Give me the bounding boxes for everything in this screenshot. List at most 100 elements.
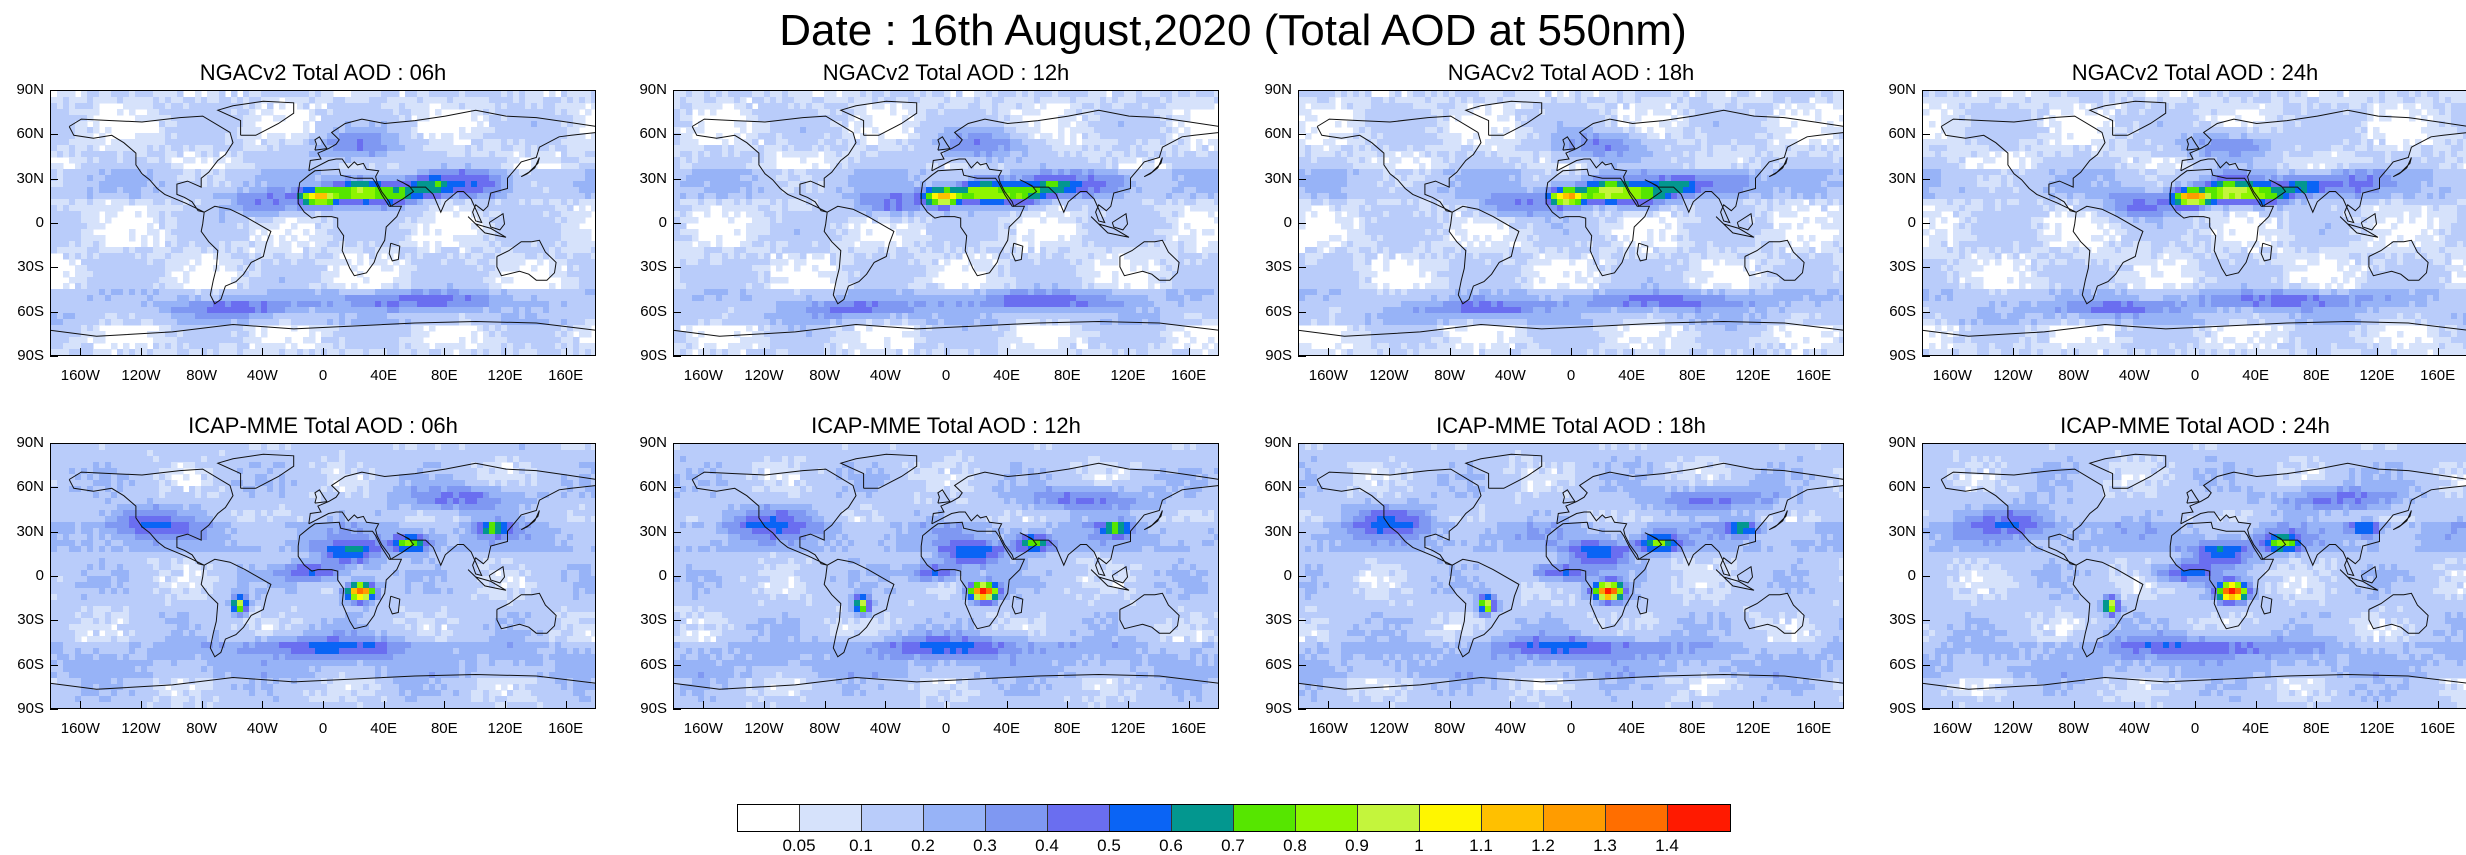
lon-label: 120W	[1359, 368, 1419, 384]
colorbar-label: 0.2	[898, 837, 948, 855]
lon-tick	[1692, 701, 1693, 709]
lon-label: 40E	[977, 368, 1037, 384]
lat-label: 60N	[4, 479, 44, 495]
lat-label: 0	[1252, 215, 1292, 231]
lat-tick	[673, 179, 681, 180]
lat-label: 90N	[1252, 82, 1292, 98]
lon-label: 80W	[795, 368, 855, 384]
lon-label: 80E	[1037, 721, 1097, 737]
lat-label: 90S	[4, 348, 44, 364]
aod-map	[1922, 90, 2466, 356]
lon-tick	[1128, 348, 1129, 356]
lon-label: 0	[916, 721, 976, 737]
lon-tick	[1632, 348, 1633, 356]
lat-label: 90N	[1876, 435, 1916, 451]
lon-tick	[1328, 348, 1329, 356]
lat-tick	[1298, 267, 1306, 268]
lat-tick	[1298, 709, 1306, 710]
lon-label: 160W	[1298, 721, 1358, 737]
lon-label: 120E	[1723, 721, 1783, 737]
colorbar-swatch	[924, 805, 986, 831]
lon-tick	[2013, 348, 2014, 356]
lon-tick	[1128, 701, 1129, 709]
lat-tick	[1922, 312, 1930, 313]
lon-tick	[1814, 701, 1815, 709]
lat-tick	[673, 665, 681, 666]
lat-label: 90S	[4, 701, 44, 717]
lon-label: 40W	[232, 721, 292, 737]
lon-label: 120W	[734, 721, 794, 737]
lon-tick	[946, 701, 947, 709]
lat-label: 30S	[4, 612, 44, 628]
lon-tick	[384, 348, 385, 356]
lat-tick	[1298, 312, 1306, 313]
aod-map	[50, 443, 596, 709]
lon-tick	[1067, 701, 1068, 709]
lat-label: 90S	[627, 701, 667, 717]
lon-label: 160W	[673, 721, 733, 737]
colorbar-label: 0.8	[1270, 837, 1320, 855]
lat-label: 0	[627, 568, 667, 584]
lat-tick	[1922, 267, 1930, 268]
colorbar-label: 0.9	[1332, 837, 1382, 855]
lon-label: 120W	[1359, 721, 1419, 737]
lon-tick	[566, 701, 567, 709]
lon-tick	[1389, 348, 1390, 356]
lon-tick	[444, 701, 445, 709]
colorbar-swatch	[800, 805, 862, 831]
lat-label: 90N	[4, 82, 44, 98]
lat-tick	[50, 312, 58, 313]
aod-field	[1299, 91, 1844, 356]
lon-label: 120W	[1983, 368, 2043, 384]
lat-tick	[1298, 576, 1306, 577]
aod-map	[673, 443, 1219, 709]
lon-label: 120W	[1983, 721, 2043, 737]
lat-tick	[50, 443, 58, 444]
colorbar-swatch	[1420, 805, 1482, 831]
lat-tick	[50, 620, 58, 621]
lon-tick	[444, 348, 445, 356]
colorbar-swatch	[1172, 805, 1234, 831]
colorbar-swatch	[1048, 805, 1110, 831]
lat-tick	[673, 223, 681, 224]
lat-label: 60S	[627, 304, 667, 320]
lon-tick	[1189, 348, 1190, 356]
lon-label: 160E	[1159, 721, 1219, 737]
lon-tick	[2377, 348, 2378, 356]
lon-label: 120W	[111, 721, 171, 737]
colorbar-swatch	[862, 805, 924, 831]
lon-tick	[825, 701, 826, 709]
lat-tick	[673, 134, 681, 135]
panel-title: ICAP-MME Total AOD : 18h	[1298, 413, 1844, 439]
lat-label: 60S	[4, 304, 44, 320]
lon-label: 120W	[111, 368, 171, 384]
lat-label: 60N	[1252, 126, 1292, 142]
lon-tick	[141, 701, 142, 709]
colorbar-swatch	[738, 805, 800, 831]
lat-tick	[1298, 487, 1306, 488]
lat-tick	[50, 179, 58, 180]
lon-tick	[1007, 348, 1008, 356]
lon-tick	[2134, 348, 2135, 356]
colorbar-swatch	[1544, 805, 1606, 831]
lon-label: 80W	[2044, 721, 2104, 737]
lon-label: 80W	[1420, 721, 1480, 737]
lon-label: 0	[916, 368, 976, 384]
lon-tick	[1328, 701, 1329, 709]
aod-map	[673, 90, 1219, 356]
lon-label: 160E	[1784, 721, 1844, 737]
lat-label: 60S	[1252, 657, 1292, 673]
lon-label: 40E	[977, 721, 1037, 737]
lat-tick	[1922, 223, 1930, 224]
lat-tick	[1922, 90, 1930, 91]
lat-tick	[50, 665, 58, 666]
lon-tick	[1753, 348, 1754, 356]
lon-tick	[1814, 348, 1815, 356]
lat-label: 60S	[1876, 657, 1916, 673]
lat-label: 90N	[627, 435, 667, 451]
lat-label: 90N	[4, 435, 44, 451]
lon-label: 120E	[1723, 368, 1783, 384]
lat-label: 90S	[1876, 701, 1916, 717]
lat-tick	[1298, 90, 1306, 91]
lat-tick	[1298, 665, 1306, 666]
